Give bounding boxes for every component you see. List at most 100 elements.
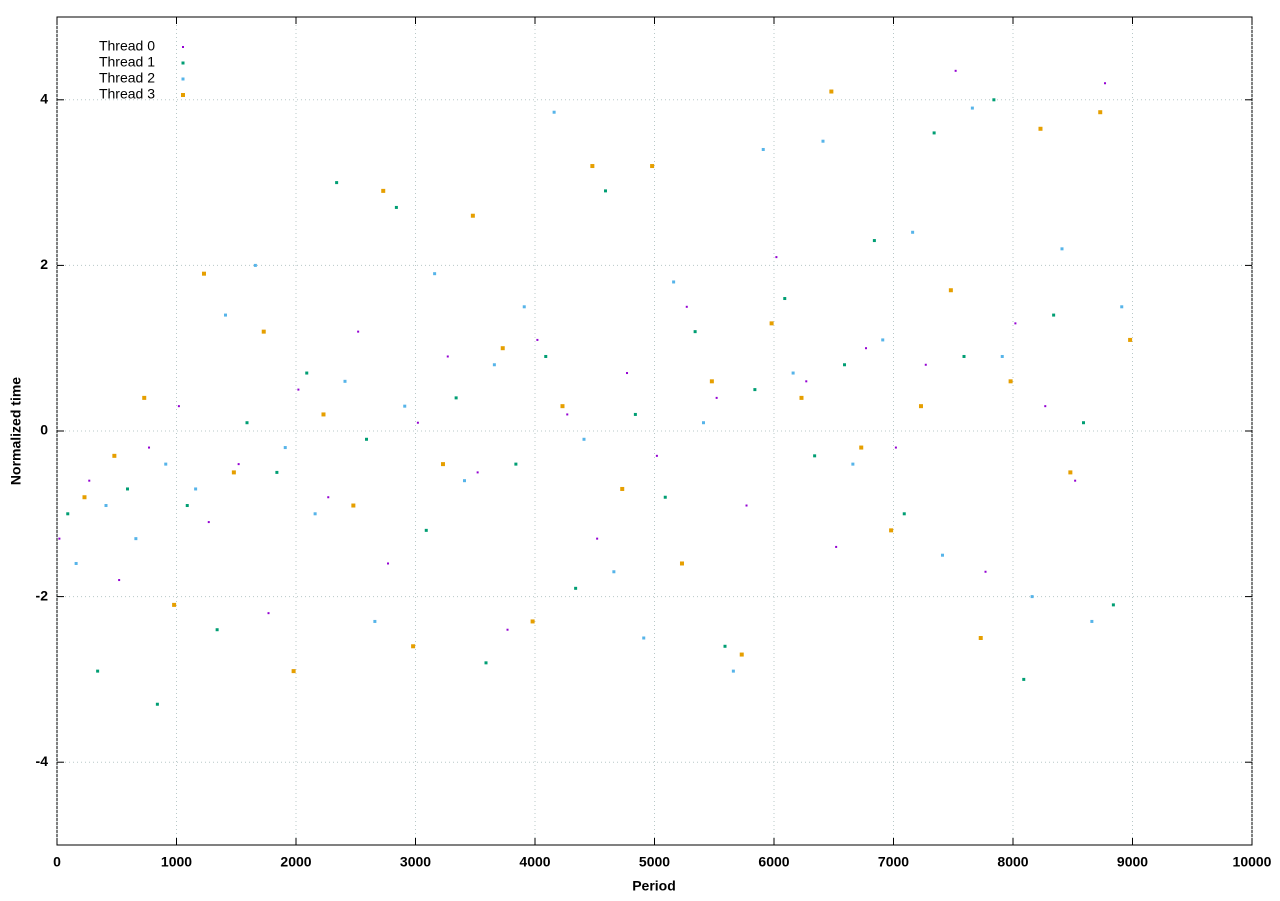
x-axis-title: Period	[632, 878, 676, 894]
point	[82, 495, 87, 500]
point	[1060, 247, 1064, 251]
point	[791, 371, 795, 375]
point	[500, 346, 505, 351]
legend-marker	[181, 61, 185, 65]
point	[633, 412, 637, 416]
x-tick-label: 4000	[519, 854, 550, 870]
legend-marker	[181, 93, 185, 97]
point	[66, 512, 70, 516]
point	[723, 644, 727, 648]
point	[620, 486, 625, 491]
point	[172, 602, 177, 607]
legend-label: Thread 0	[99, 38, 155, 54]
point	[745, 504, 748, 507]
point	[1098, 110, 1103, 115]
point	[731, 669, 735, 673]
point	[335, 181, 339, 185]
point	[843, 363, 847, 367]
point	[783, 297, 787, 301]
point	[261, 329, 266, 334]
point	[924, 363, 927, 366]
point	[984, 570, 987, 573]
point	[753, 388, 757, 392]
point	[911, 230, 915, 234]
x-tick-label: 7000	[878, 854, 909, 870]
point	[642, 636, 646, 640]
point	[881, 338, 885, 342]
legend-label: Thread 1	[99, 54, 155, 70]
point	[142, 395, 147, 400]
y-tick-label: 2	[40, 256, 48, 272]
point	[357, 330, 360, 333]
point	[775, 256, 778, 259]
x-tick-label: 6000	[758, 854, 789, 870]
point	[626, 372, 629, 375]
x-tick-label: 3000	[400, 854, 431, 870]
point	[126, 487, 130, 491]
point	[566, 413, 569, 416]
point	[918, 404, 923, 409]
point	[536, 338, 539, 341]
point	[655, 454, 658, 457]
point	[194, 487, 198, 491]
x-tick-label: 2000	[280, 854, 311, 870]
point	[373, 619, 377, 623]
point	[416, 421, 419, 424]
point	[492, 363, 496, 367]
point	[872, 239, 876, 243]
point	[381, 188, 386, 193]
point	[709, 379, 714, 384]
point	[701, 421, 705, 425]
point	[267, 612, 270, 615]
point	[1082, 421, 1086, 425]
point	[962, 354, 966, 358]
point	[104, 504, 108, 508]
point	[693, 330, 697, 334]
point	[403, 404, 407, 408]
point	[343, 379, 347, 383]
point	[829, 89, 834, 94]
point	[327, 496, 330, 499]
point	[1038, 126, 1043, 131]
point	[207, 521, 210, 524]
point	[650, 164, 655, 169]
point	[1052, 313, 1056, 317]
point	[112, 453, 117, 458]
point	[321, 412, 326, 417]
point	[1068, 470, 1073, 475]
point	[799, 395, 804, 400]
point	[574, 586, 578, 590]
point	[821, 139, 825, 143]
point	[283, 446, 287, 450]
x-tick-label: 9000	[1117, 854, 1148, 870]
x-tick-label: 10000	[1233, 854, 1272, 870]
point	[978, 636, 983, 640]
point	[1111, 603, 1115, 607]
point	[305, 371, 309, 375]
point	[672, 280, 676, 284]
point	[484, 661, 488, 665]
point	[223, 313, 227, 317]
point	[118, 579, 121, 582]
point	[769, 321, 774, 326]
point	[514, 462, 518, 466]
point	[454, 396, 458, 400]
point	[552, 110, 556, 114]
point	[1044, 405, 1047, 408]
point	[387, 562, 390, 565]
point	[1000, 354, 1004, 358]
point	[215, 628, 219, 632]
point	[1074, 479, 1077, 482]
point	[155, 702, 159, 706]
point	[894, 446, 897, 449]
x-tick-label: 0	[53, 854, 61, 870]
point	[612, 570, 616, 574]
y-tick-label: -2	[36, 587, 49, 603]
point	[604, 189, 608, 193]
legend-label: Thread 2	[99, 70, 155, 86]
point	[992, 98, 996, 102]
legend-label: Thread 3	[99, 86, 155, 102]
point	[805, 380, 808, 383]
point	[231, 470, 236, 475]
